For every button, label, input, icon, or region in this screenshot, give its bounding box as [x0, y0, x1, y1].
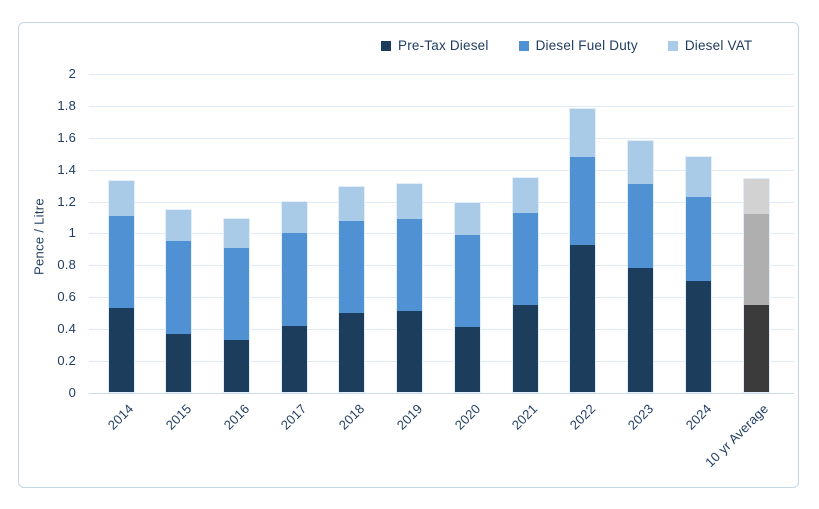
stacked-bar-2020 [453, 202, 481, 394]
x-axis-line [89, 392, 794, 394]
y-tick-label: 1.8 [57, 98, 76, 114]
bar-segment-pre-tax-diesel [397, 311, 423, 393]
bar-segment-pre-tax-diesel [281, 325, 307, 393]
gridline [89, 360, 794, 362]
gridline [89, 328, 794, 330]
bar-segment-pre-tax-diesel [570, 244, 596, 393]
bar-segment-pre-tax-diesel [223, 339, 249, 393]
y-tick-label: 0.6 [57, 289, 76, 305]
stacked-bar-2014 [107, 179, 135, 394]
stacked-bar-2022 [569, 108, 597, 394]
bar-segment-diesel-vat [397, 184, 423, 220]
x-tick-label: 2018 [335, 400, 368, 433]
x-tick-label: 2015 [162, 400, 195, 433]
bar-segment-diesel-vat [108, 180, 134, 216]
chart-container: Pre-Tax Diesel Diesel Fuel Duty Diesel V… [18, 22, 799, 488]
x-tick-label: 2022 [566, 400, 599, 433]
bar-segment-diesel-vat [628, 141, 654, 185]
diesel-fuel-duty-swatch-icon [518, 40, 529, 51]
bar-segment-diesel-vat [223, 219, 249, 248]
diesel-vat-swatch-icon [667, 40, 678, 51]
stacked-bar-2023 [627, 140, 655, 394]
legend: Pre-Tax Diesel Diesel Fuel Duty Diesel V… [381, 38, 752, 53]
bar-segment-pre-tax-diesel [512, 304, 538, 393]
bar-segment-pre-tax-diesel [339, 312, 365, 393]
pre-tax-diesel-swatch-icon [381, 40, 391, 51]
x-tick-label: 2020 [451, 400, 483, 433]
bar-segment-pre-tax-diesel [628, 268, 654, 393]
stacked-bar-10-yr-average [742, 178, 770, 394]
stacked-bar-2017 [280, 200, 308, 394]
bar-segment-diesel-fuel-duty [743, 214, 769, 305]
x-tick-label: 2016 [220, 400, 253, 433]
y-tick-label: 1.6 [57, 129, 76, 145]
x-tick-label: 2023 [624, 400, 657, 433]
stacked-bar-2019 [396, 183, 424, 394]
bar-segment-diesel-vat [743, 179, 769, 215]
x-tick-label: 2024 [682, 400, 714, 433]
gridline [89, 106, 794, 108]
x-tick-label: 2019 [393, 400, 426, 433]
gridline [89, 265, 794, 267]
bar-segment-diesel-fuel-duty [512, 212, 538, 305]
bar-segment-diesel-fuel-duty [108, 215, 134, 309]
bar-segment-diesel-fuel-duty [281, 233, 307, 326]
y-tick-label: 0.8 [57, 257, 76, 273]
y-tick-label: 0.2 [57, 352, 76, 368]
bar-segment-diesel-vat [281, 201, 307, 234]
bar-segment-diesel-vat [570, 109, 596, 158]
gridline [89, 233, 794, 235]
bar-segment-pre-tax-diesel [743, 304, 769, 393]
gridline [89, 201, 794, 203]
bar-segment-diesel-vat [685, 157, 711, 197]
gridline [89, 137, 794, 139]
bar-segment-diesel-fuel-duty [397, 219, 423, 312]
y-tick-label: 2 [68, 66, 76, 82]
bar-segment-pre-tax-diesel [108, 308, 134, 393]
y-tick-label: 1.2 [57, 193, 76, 209]
bar-segment-diesel-fuel-duty [570, 157, 596, 245]
legend-label: Pre-Tax Diesel [398, 38, 489, 53]
bar-segment-pre-tax-diesel [454, 327, 480, 393]
bar-segment-diesel-fuel-duty [339, 220, 365, 313]
stacked-bar-2024 [684, 156, 712, 394]
stacked-bar-2016 [222, 218, 250, 394]
bar-segment-diesel-vat [166, 209, 192, 242]
bar-segment-pre-tax-diesel [685, 281, 711, 393]
stacked-bar-2018 [338, 186, 366, 394]
bar-segment-diesel-vat [512, 177, 538, 213]
gridline [89, 297, 794, 299]
legend-item-diesel-vat: Diesel VAT [667, 38, 753, 53]
y-tick-label: 0 [68, 384, 76, 400]
bar-segment-diesel-fuel-duty [166, 241, 192, 334]
x-tick-label: 2021 [509, 400, 541, 433]
bar-segment-diesel-vat [454, 203, 480, 235]
legend-label: Diesel Fuel Duty [535, 38, 638, 53]
stacked-bar-2021 [511, 176, 539, 394]
legend-item-pre-tax-diesel: Pre-Tax Diesel [381, 38, 489, 53]
gridline [89, 74, 794, 76]
bar-segment-diesel-fuel-duty [223, 247, 249, 340]
stacked-bar-2015 [165, 208, 193, 394]
y-tick-label: 1 [68, 225, 76, 241]
bar-segment-diesel-fuel-duty [628, 184, 654, 269]
legend-label: Diesel VAT [684, 38, 753, 53]
bar-segment-pre-tax-diesel [166, 333, 192, 393]
bar-segment-diesel-fuel-duty [685, 196, 711, 282]
legend-item-diesel-fuel-duty: Diesel Fuel Duty [518, 38, 638, 53]
bar-segment-diesel-vat [339, 187, 365, 221]
x-tick-label: 2014 [104, 400, 137, 433]
y-tick-label: 1.4 [57, 161, 76, 177]
bar-segment-diesel-fuel-duty [454, 235, 480, 328]
x-tick-label: 2017 [278, 400, 310, 433]
gridline [89, 169, 794, 171]
y-tick-label: 0.4 [57, 320, 76, 336]
